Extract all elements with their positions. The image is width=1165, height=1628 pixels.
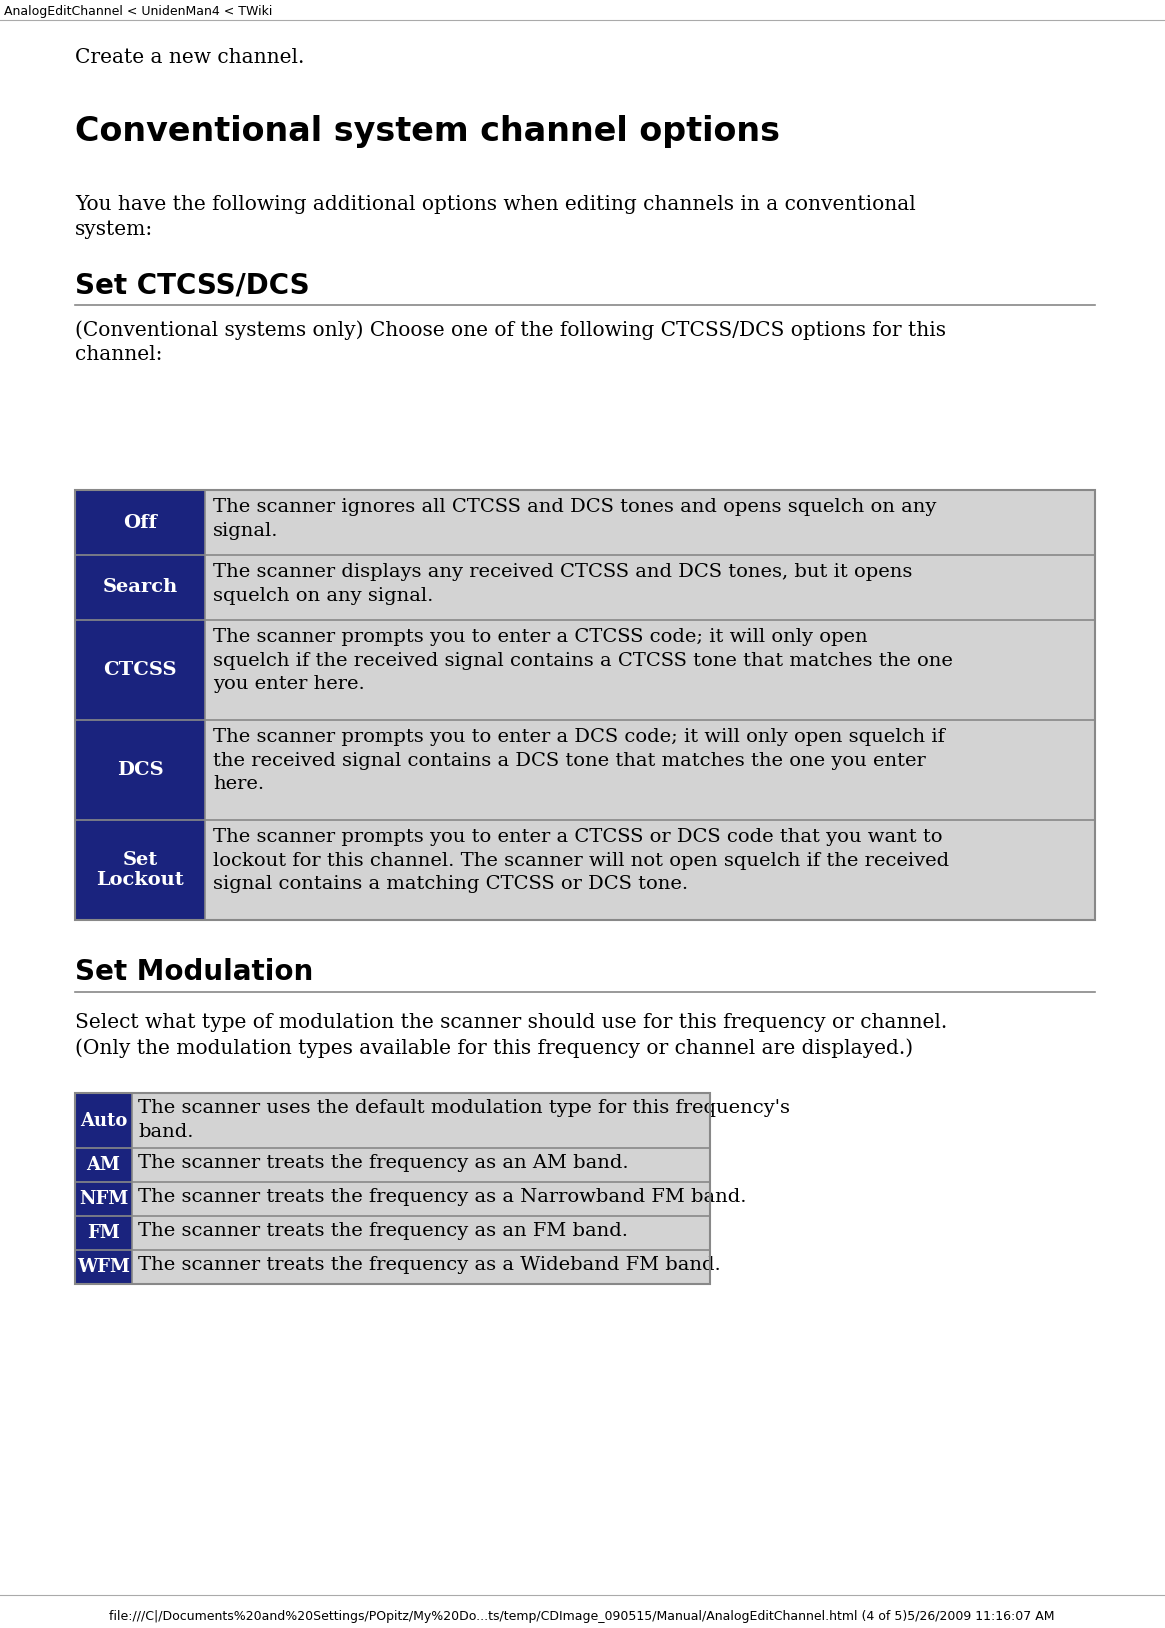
Text: The scanner prompts you to enter a CTCSS code; it will only open
squelch if the : The scanner prompts you to enter a CTCSS… [213,628,953,694]
Bar [132,1092,709,1148]
Bar [75,1148,132,1182]
Bar [75,490,205,555]
Text: The scanner prompts you to enter a DCS code; it will only open squelch if
the re: The scanner prompts you to enter a DCS c… [213,728,945,793]
Bar [205,620,1095,720]
Bar [132,1182,709,1216]
Bar [75,720,205,821]
Text: Search: Search [103,578,177,596]
Text: Set
Lockout: Set Lockout [97,850,184,889]
Bar [132,1250,709,1284]
Bar [75,1216,132,1250]
Text: The scanner uses the default modulation type for this frequency's
band.: The scanner uses the default modulation … [137,1099,790,1141]
Text: AM: AM [86,1156,120,1174]
Bar [205,821,1095,920]
Text: (Only the modulation types available for this frequency or channel are displayed: (Only the modulation types available for… [75,1039,913,1058]
Text: NFM: NFM [79,1190,128,1208]
Text: CTCSS: CTCSS [104,661,177,679]
Text: Select what type of modulation the scanner should use for this frequency or chan: Select what type of modulation the scann… [75,1013,947,1032]
Bar [75,1092,709,1284]
Text: The scanner displays any received CTCSS and DCS tones, but it opens
squelch on a: The scanner displays any received CTCSS … [213,563,912,604]
Text: The scanner treats the frequency as an AM band.: The scanner treats the frequency as an A… [137,1154,629,1172]
Text: system:: system: [75,220,154,239]
Text: The scanner ignores all CTCSS and DCS tones and opens squelch on any
signal.: The scanner ignores all CTCSS and DCS to… [213,498,937,539]
Text: Set CTCSS/DCS: Set CTCSS/DCS [75,272,310,300]
Bar [205,490,1095,555]
Text: The scanner treats the frequency as an FM band.: The scanner treats the frequency as an F… [137,1223,628,1241]
Text: file:///C|/Documents%20and%20Settings/POpitz/My%20Do...ts/temp/CDImage_090515/Ma: file:///C|/Documents%20and%20Settings/PO… [110,1610,1054,1623]
Bar [132,1216,709,1250]
Bar [75,1182,132,1216]
Text: (Conventional systems only) Choose one of the following CTCSS/DCS options for th: (Conventional systems only) Choose one o… [75,321,946,340]
Bar [75,1092,132,1148]
Bar [205,555,1095,620]
Text: Conventional system channel options: Conventional system channel options [75,116,781,148]
Text: FM: FM [87,1224,120,1242]
Text: WFM: WFM [77,1258,130,1276]
Text: Auto: Auto [80,1112,127,1130]
Bar [75,490,1095,920]
Text: AnalogEditChannel < UnidenMan4 < TWiki: AnalogEditChannel < UnidenMan4 < TWiki [3,5,273,18]
Text: The scanner treats the frequency as a Wideband FM band.: The scanner treats the frequency as a Wi… [137,1255,721,1275]
Text: channel:: channel: [75,345,162,365]
Bar [132,1148,709,1182]
Bar [75,555,205,620]
Bar [75,821,205,920]
Text: DCS: DCS [116,760,163,780]
Bar [75,620,205,720]
Text: You have the following additional options when editing channels in a conventiona: You have the following additional option… [75,195,916,213]
Text: The scanner treats the frequency as a Narrowband FM band.: The scanner treats the frequency as a Na… [137,1188,747,1206]
Bar [75,1250,132,1284]
Text: Off: Off [123,513,157,531]
Text: The scanner prompts you to enter a CTCSS or DCS code that you want to
lockout fo: The scanner prompts you to enter a CTCSS… [213,829,949,894]
Text: Set Modulation: Set Modulation [75,957,313,987]
Text: Create a new channel.: Create a new channel. [75,47,304,67]
Bar [205,720,1095,821]
